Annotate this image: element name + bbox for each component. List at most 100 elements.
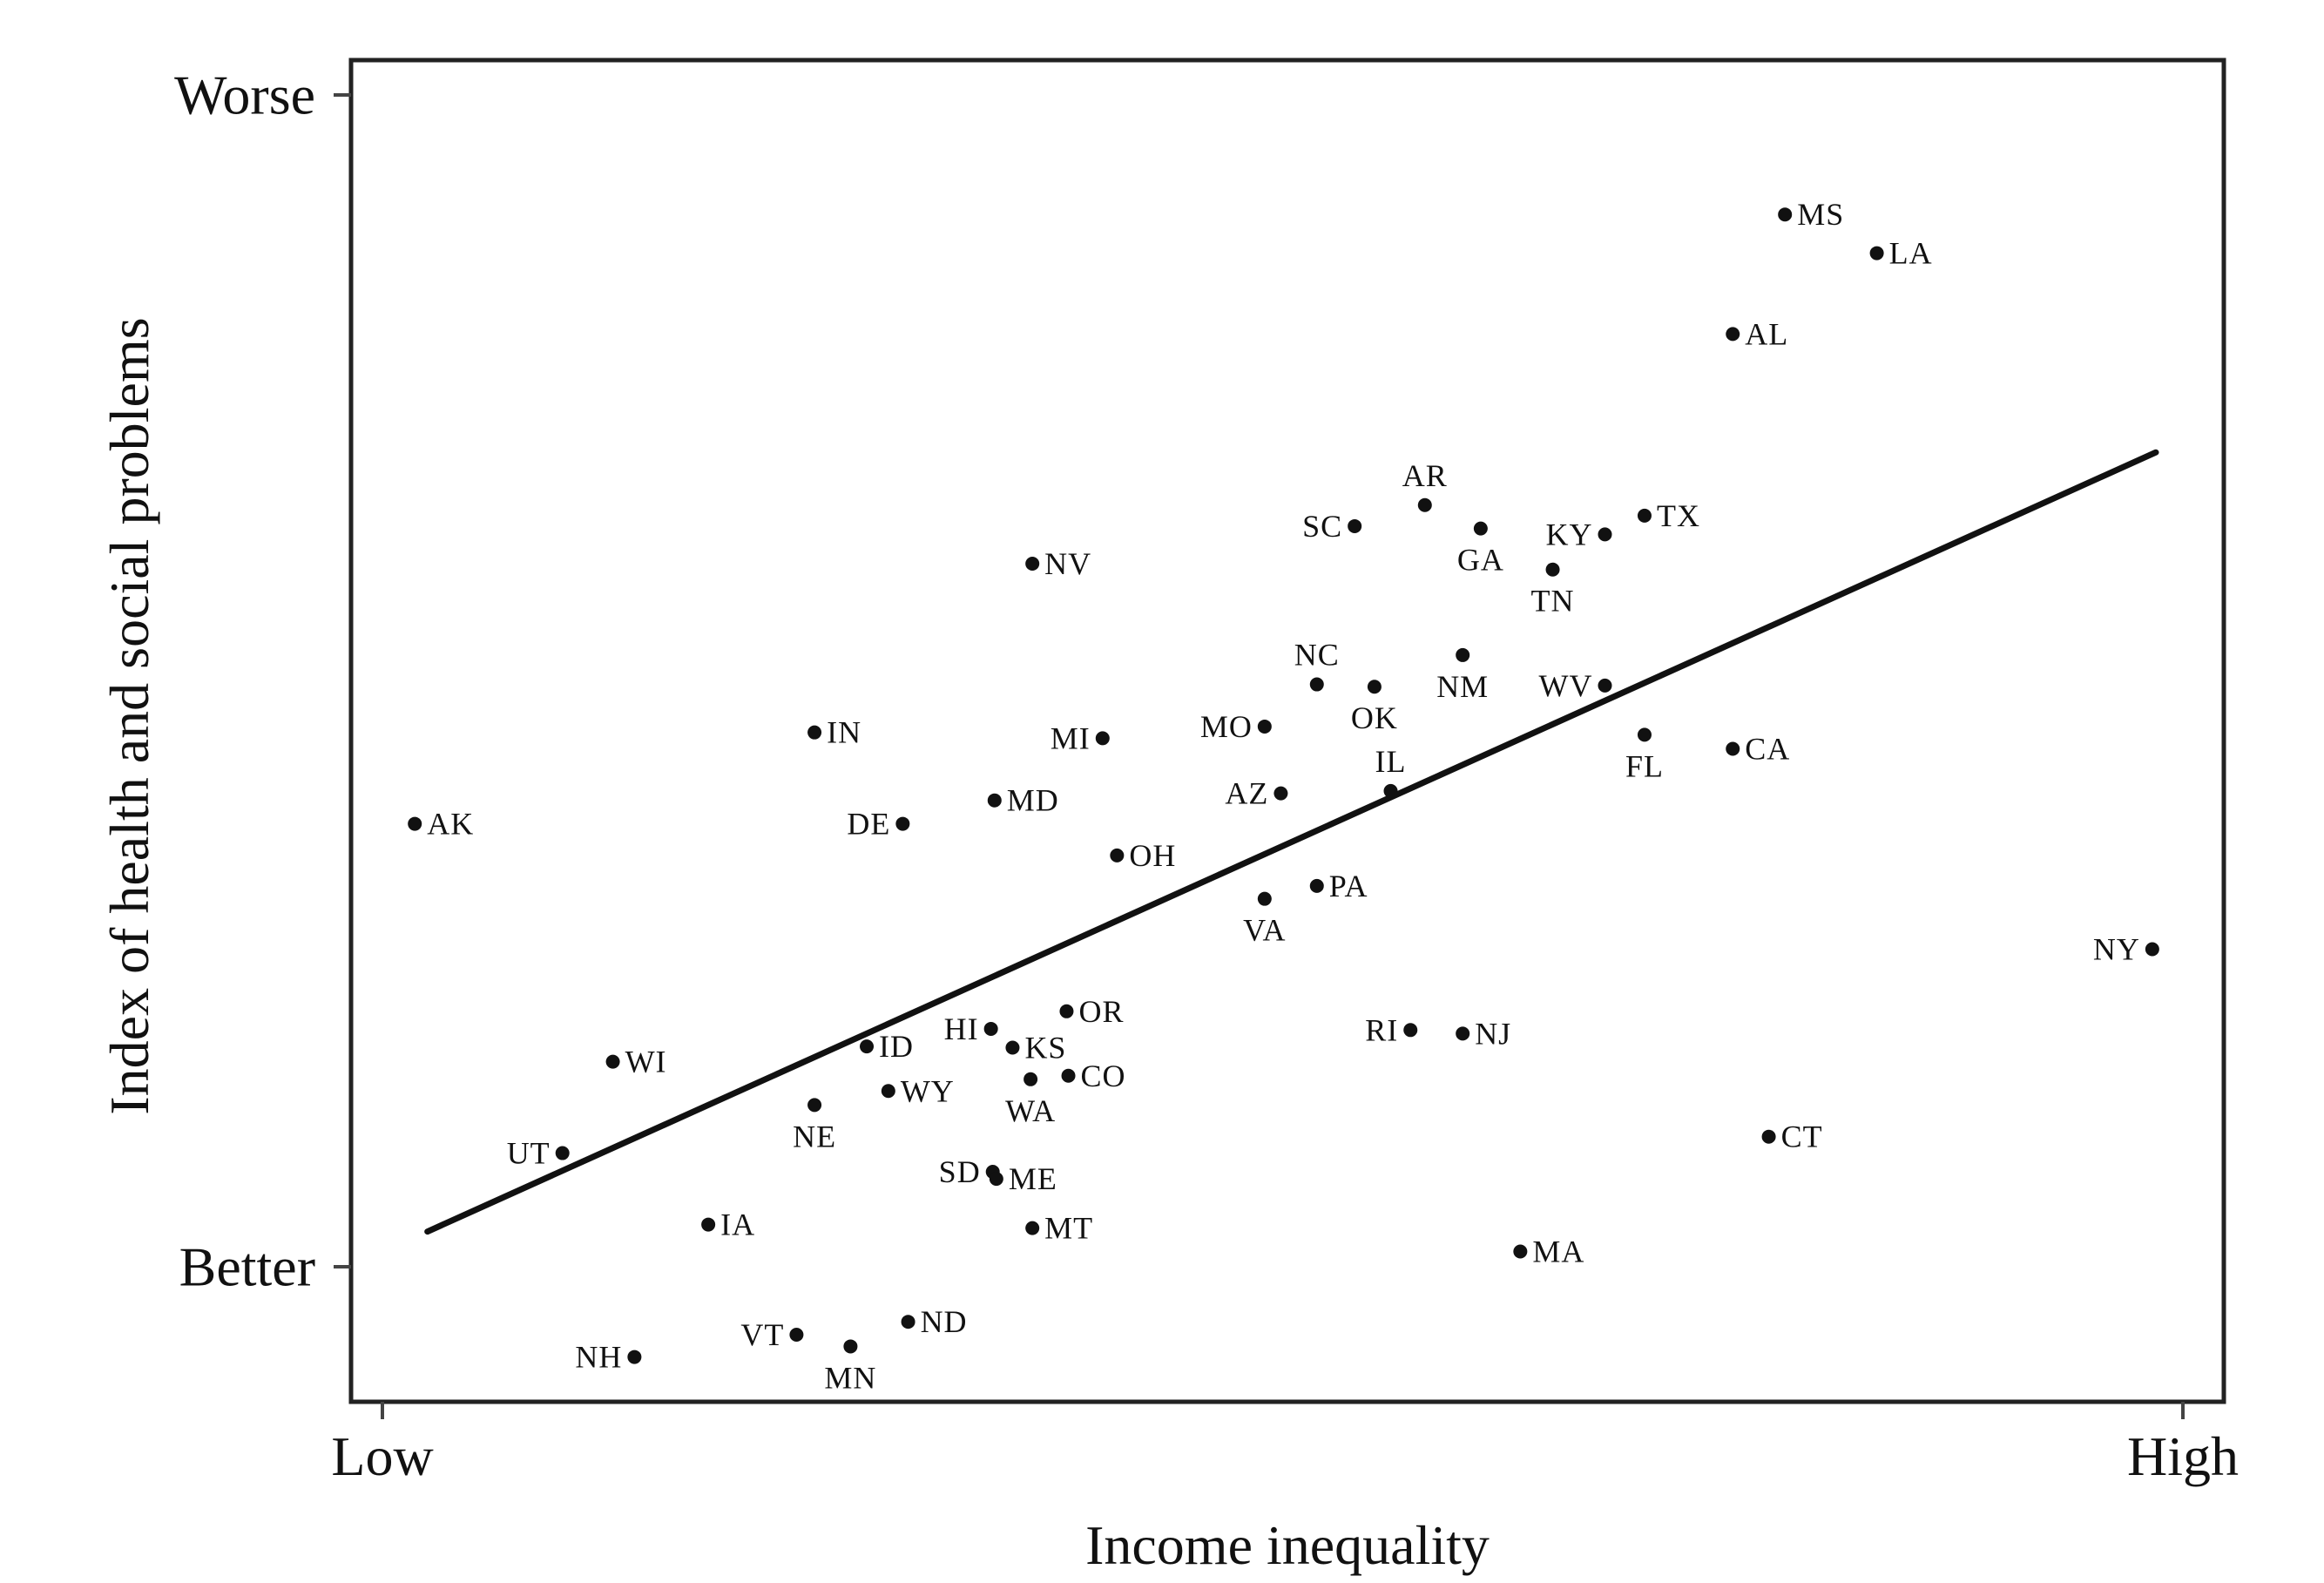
point-label-ok: OK xyxy=(1351,700,1398,735)
point-label-ne: NE xyxy=(793,1119,836,1153)
point-label-tn: TN xyxy=(1531,584,1575,619)
point-md xyxy=(987,793,1002,808)
point-label-nd: ND xyxy=(921,1304,968,1339)
point-co xyxy=(1061,1068,1076,1083)
point-ne xyxy=(807,1098,822,1113)
point-label-id: ID xyxy=(879,1029,914,1064)
plot-frame xyxy=(348,58,2226,1404)
point-label-ak: AK xyxy=(427,807,474,842)
point-label-ct: CT xyxy=(1781,1120,1823,1154)
point-mo xyxy=(1257,719,1272,734)
trend-line xyxy=(424,449,2159,1235)
y-tick-label-worse: Worse xyxy=(174,64,315,126)
point-hi xyxy=(983,1021,998,1036)
point-wv xyxy=(1598,678,1612,693)
point-label-ri: RI xyxy=(1365,1012,1398,1047)
point-label-ks: KS xyxy=(1024,1030,1066,1065)
point-label-in: IN xyxy=(827,715,861,750)
point-label-wi: WI xyxy=(625,1045,667,1079)
point-label-nh: NH xyxy=(575,1340,622,1375)
point-label-ky: KY xyxy=(1545,517,1592,551)
point-ct xyxy=(1761,1129,1776,1144)
point-ak xyxy=(408,816,422,831)
point-label-ia: IA xyxy=(720,1208,755,1242)
point-wi xyxy=(605,1054,620,1069)
point-al xyxy=(1726,327,1740,342)
point-nh xyxy=(627,1350,642,1364)
point-ms xyxy=(1778,207,1793,222)
point-wy xyxy=(881,1084,895,1099)
point-label-mn: MN xyxy=(824,1360,876,1395)
point-label-vt: VT xyxy=(740,1317,784,1352)
point-nj xyxy=(1456,1026,1470,1041)
point-label-ca: CA xyxy=(1745,732,1790,767)
point-mt xyxy=(1025,1221,1040,1235)
point-mi xyxy=(1095,731,1110,746)
point-label-nm: NM xyxy=(1436,669,1489,704)
data-points: AK WI UT IA NH VT MN ND IN DE MD NV MI OH ID WY NE HI KS OR… xyxy=(408,197,2159,1395)
point-id xyxy=(860,1039,875,1054)
point-label-ma: MA xyxy=(1532,1235,1584,1269)
point-label-wy: WY xyxy=(901,1073,955,1108)
point-ma xyxy=(1513,1244,1528,1259)
point-me xyxy=(989,1172,1003,1187)
point-tn xyxy=(1545,562,1560,577)
point-label-az: AZ xyxy=(1225,776,1268,811)
point-label-ut: UT xyxy=(507,1136,551,1171)
point-vt xyxy=(789,1328,804,1343)
point-label-oh: OH xyxy=(1129,838,1176,873)
point-sc xyxy=(1348,518,1362,533)
point-label-or: OR xyxy=(1078,994,1124,1029)
point-label-ny: NY xyxy=(2093,932,2140,967)
point-label-nj: NJ xyxy=(1475,1016,1511,1051)
point-label-co: CO xyxy=(1081,1059,1126,1093)
point-ok xyxy=(1367,680,1382,694)
y-axis-title: Index of health and social problems xyxy=(98,317,160,1114)
point-label-mi: MI xyxy=(1051,720,1091,755)
point-label-al: AL xyxy=(1745,316,1788,351)
point-il xyxy=(1383,783,1398,798)
point-ia xyxy=(701,1217,716,1232)
point-label-mt: MT xyxy=(1044,1211,1093,1246)
point-label-mo: MO xyxy=(1200,709,1253,744)
point-label-ga: GA xyxy=(1457,543,1504,578)
point-ga xyxy=(1473,521,1488,536)
point-nd xyxy=(901,1315,915,1329)
point-ar xyxy=(1417,497,1432,512)
point-label-wv: WV xyxy=(1539,668,1593,703)
point-in xyxy=(807,725,822,740)
point-de xyxy=(895,816,910,831)
x-tick-label-high: High xyxy=(2127,1425,2239,1487)
point-ky xyxy=(1598,527,1612,542)
y-tick-label-better: Better xyxy=(179,1236,315,1298)
point-label-la: LA xyxy=(1889,236,1933,271)
point-la xyxy=(1869,246,1884,260)
point-va xyxy=(1257,891,1272,906)
x-axis-title: Income inequality xyxy=(1085,1514,1490,1576)
point-label-ms: MS xyxy=(1797,197,1844,232)
point-label-fl: FL xyxy=(1625,748,1664,783)
point-wa xyxy=(1024,1072,1038,1086)
point-az xyxy=(1273,786,1288,801)
point-pa xyxy=(1309,878,1324,893)
point-label-sc: SC xyxy=(1302,509,1342,544)
point-label-wa: WA xyxy=(1005,1093,1056,1128)
point-label-me: ME xyxy=(1009,1161,1057,1196)
point-label-il: IL xyxy=(1375,744,1407,779)
point-label-sd: SD xyxy=(939,1154,981,1189)
point-fl xyxy=(1637,727,1652,742)
point-mn xyxy=(843,1339,858,1354)
point-nm xyxy=(1456,647,1470,662)
point-label-ar: AR xyxy=(1402,458,1448,493)
x-tick-label-low: Low xyxy=(331,1425,433,1487)
point-ny xyxy=(2145,942,2159,957)
point-label-tx: TX xyxy=(1657,498,1700,533)
point-nv xyxy=(1025,557,1040,571)
point-ri xyxy=(1403,1023,1418,1038)
point-label-nv: NV xyxy=(1044,546,1091,581)
point-label-de: DE xyxy=(847,807,890,842)
point-label-va: VA xyxy=(1243,913,1286,948)
point-label-md: MD xyxy=(1007,783,1059,818)
point-tx xyxy=(1637,508,1652,523)
